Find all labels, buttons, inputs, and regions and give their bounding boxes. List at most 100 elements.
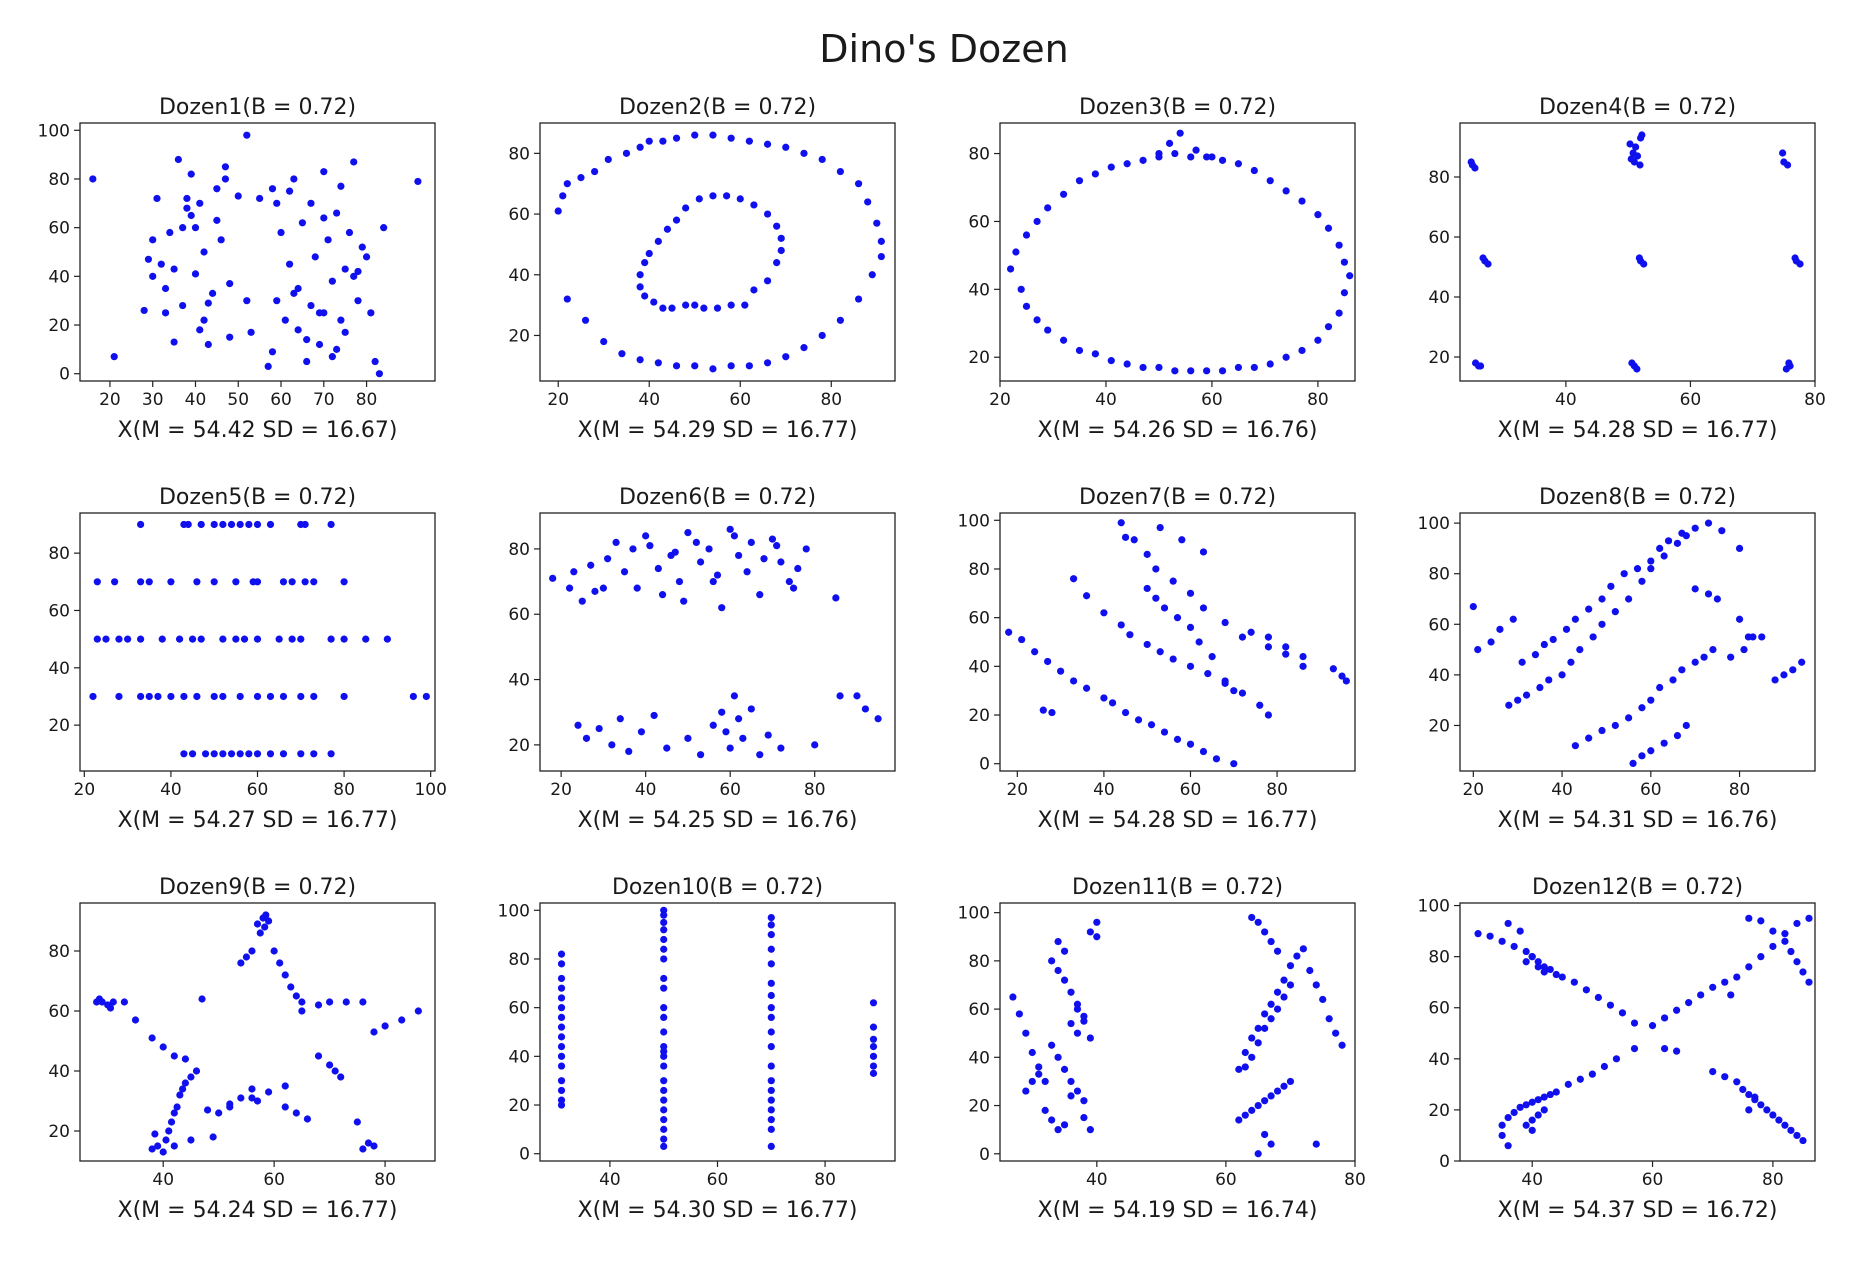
x-tick-label: 60: [729, 390, 751, 410]
data-point: [735, 715, 743, 723]
data-point: [1647, 696, 1655, 704]
data-point: [137, 578, 145, 586]
plot-frame-dozen4: [1459, 122, 1816, 382]
data-point: [654, 237, 662, 245]
plot-frame-dozen9: [79, 902, 436, 1162]
data-point: [253, 578, 262, 586]
data-point: [682, 204, 690, 212]
data-point: [154, 692, 162, 701]
data-point: [869, 1062, 878, 1070]
data-point: [604, 155, 612, 164]
data-point: [197, 520, 205, 529]
data-point: [266, 520, 275, 529]
data-point: [370, 1142, 378, 1150]
data-point: [1282, 353, 1290, 361]
data-point: [557, 1101, 566, 1109]
data-point: [1787, 1126, 1795, 1134]
data-point: [1221, 618, 1229, 627]
data-point: [1570, 978, 1578, 986]
data-point: [750, 201, 758, 209]
data-point: [1594, 993, 1602, 1002]
data-point: [764, 731, 772, 739]
data-point: [153, 194, 161, 203]
data-point: [1054, 1126, 1062, 1134]
data-point: [261, 923, 269, 931]
data-point: [1745, 1090, 1753, 1099]
data-point: [273, 297, 281, 305]
data-point: [1048, 1116, 1056, 1124]
data-point: [375, 370, 383, 378]
data-point: [243, 297, 251, 305]
data-point: [557, 984, 566, 992]
data-point: [577, 174, 585, 182]
data-point: [1789, 666, 1797, 674]
x-axis-label-dozen9: X(M = 54.24 SD = 16.77): [118, 1198, 398, 1223]
data-point: [700, 304, 708, 312]
data-point: [1673, 731, 1682, 740]
data-point: [1571, 615, 1579, 623]
panel-title-dozen4: Dozen4(B = 0.72): [1539, 95, 1736, 120]
data-point: [1558, 973, 1566, 981]
x-tick-label: 40: [1086, 1170, 1108, 1190]
data-point: [1612, 1055, 1621, 1063]
data-point: [307, 301, 315, 310]
data-point: [1479, 254, 1487, 262]
x-tick-label: 20: [989, 390, 1011, 410]
data-point: [1757, 953, 1765, 961]
data-point: [264, 362, 272, 370]
data-point: [1498, 1121, 1506, 1129]
data-point: [1299, 945, 1307, 953]
data-point: [180, 750, 188, 758]
data-point: [554, 207, 562, 215]
y-tick-label: 100: [958, 904, 990, 924]
data-point: [1293, 952, 1301, 960]
y-tick-label: 40: [508, 671, 530, 691]
data-point: [767, 921, 775, 929]
data-point: [1638, 577, 1646, 585]
data-point: [612, 538, 620, 546]
x-tick-label: 70: [313, 390, 335, 410]
data-point: [93, 635, 101, 643]
data-point: [1238, 633, 1247, 641]
data-point: [1338, 1041, 1346, 1049]
data-point: [672, 362, 681, 370]
data-point: [157, 260, 165, 268]
panel-title-dozen9: Dozen9(B = 0.72): [159, 875, 356, 900]
data-point: [1035, 1063, 1043, 1071]
data-point: [767, 1125, 775, 1133]
data-point: [227, 520, 236, 529]
data-point: [1545, 676, 1553, 684]
data-point: [1735, 615, 1744, 623]
data-point: [582, 734, 591, 742]
x-tick-label: 60: [263, 1170, 285, 1190]
x-tick-label: 60: [1201, 390, 1223, 410]
y-tick-label: 0: [1439, 1152, 1450, 1172]
data-point: [137, 635, 145, 643]
data-point: [232, 578, 240, 586]
data-point: [285, 260, 294, 268]
data-point: [557, 994, 566, 1002]
data-point: [1075, 346, 1084, 355]
data-point: [1230, 760, 1238, 768]
data-point: [1673, 1006, 1681, 1014]
data-point: [1585, 605, 1593, 613]
data-point: [1648, 1022, 1657, 1030]
data-point: [1208, 653, 1216, 661]
data-point: [1745, 963, 1753, 971]
data-point: [285, 187, 294, 195]
x-tick-label: 20: [1462, 780, 1484, 800]
data-point: [331, 1067, 339, 1075]
data-point: [236, 692, 244, 701]
y-tick-label: 80: [1428, 948, 1450, 968]
data-point: [1647, 557, 1655, 565]
data-point: [1035, 1070, 1043, 1078]
data-point: [1691, 585, 1699, 593]
data-point: [637, 728, 646, 736]
data-point: [170, 1109, 178, 1117]
data-point: [240, 635, 249, 643]
data-point: [179, 224, 187, 232]
data-point: [763, 359, 772, 367]
data-point: [1143, 550, 1151, 558]
panel-dozen9: Dozen9(B = 0.72) 40 60 80 20 40 60 80 X(M = 54.2…: [48, 875, 436, 1223]
panel-dozen2: Dozen2(B = 0.72) 20 40 60 80 20 40 60 80 X(M = 54…: [508, 95, 896, 443]
